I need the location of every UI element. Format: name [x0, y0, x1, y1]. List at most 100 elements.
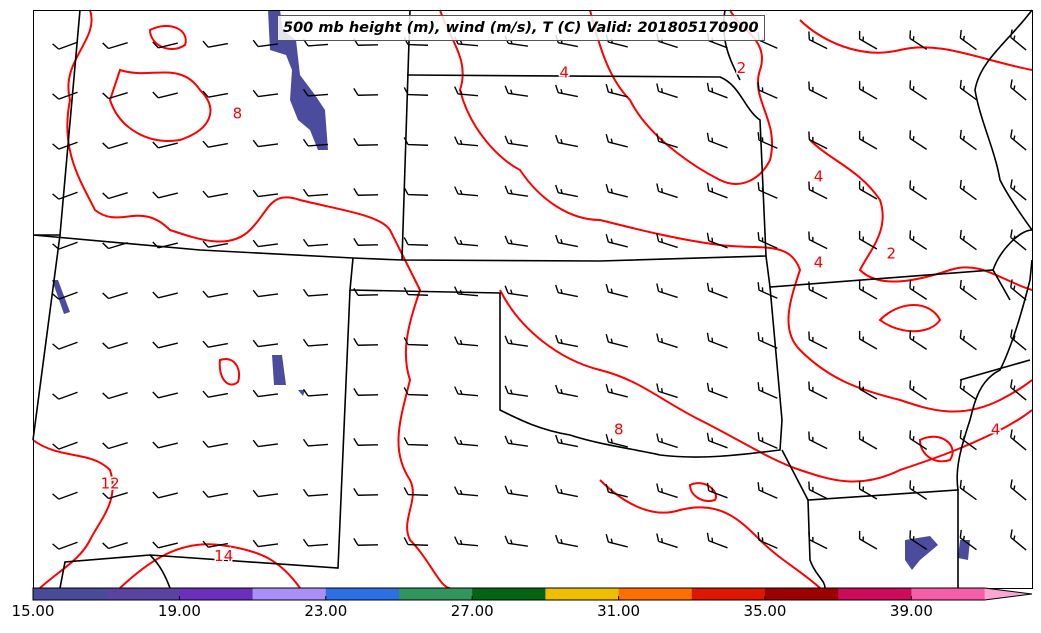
wind-barb [403, 287, 429, 296]
wind-barb [504, 535, 529, 547]
wind-barb [909, 230, 928, 250]
contour-label: 4 [814, 168, 824, 186]
wind-barb [202, 140, 228, 148]
colorbar-segment [911, 588, 986, 600]
wind-barb [808, 181, 828, 200]
wind-barb [656, 333, 678, 349]
wind-barb [555, 234, 578, 248]
wind-barb [605, 484, 628, 498]
wind-barb [858, 380, 878, 400]
wind-barb [959, 129, 977, 151]
wind-barb [302, 238, 329, 247]
wind-barb [858, 80, 878, 100]
colorbar-tick-label: 19.00 [157, 602, 201, 620]
wind-barb [858, 530, 878, 550]
wind-barb [909, 530, 928, 550]
wind-barb [959, 279, 977, 301]
wind-barb [1010, 79, 1027, 101]
wind-barb [656, 433, 678, 449]
wind-barb [52, 141, 78, 150]
wind-barb [909, 430, 928, 450]
wind-barb [302, 438, 329, 447]
wind-barb [555, 384, 578, 398]
wind-barb [202, 40, 228, 48]
wind-barb [757, 482, 778, 499]
wind-barb [808, 31, 828, 50]
wind-barb [959, 479, 977, 501]
wind-barb [252, 239, 279, 248]
wind-barb [252, 439, 279, 448]
wind-barb [102, 542, 128, 550]
colorbar-extension [984, 588, 1032, 600]
wind-barb [252, 389, 279, 398]
wind-barb [656, 533, 678, 549]
colorbar [32, 587, 1033, 601]
wind-barb [302, 538, 329, 547]
colorbar-segment [252, 588, 327, 600]
colorbar-tick-label: 31.00 [597, 602, 641, 620]
wind-barb [1010, 479, 1027, 501]
wind-barb [909, 130, 928, 150]
wind-barb [1010, 279, 1027, 301]
wind-barb [757, 182, 778, 199]
wind-barb [252, 39, 279, 48]
wind-barb [959, 29, 977, 51]
wind-barb [302, 488, 329, 497]
wind-barb [706, 532, 728, 549]
wind-barb [1010, 129, 1027, 151]
wind-barb [102, 492, 128, 500]
wind-barb [252, 89, 279, 98]
colorbar-segment [106, 588, 180, 600]
wind-barb [706, 282, 728, 299]
wind-barb [909, 480, 928, 500]
wind-barb [808, 431, 828, 450]
wind-barb [202, 440, 228, 448]
wind-barb [757, 132, 778, 149]
colorbar-tick-label: 39.00 [889, 602, 933, 620]
wind-barb [909, 330, 928, 350]
wind-barb [454, 536, 479, 547]
wind-barb [605, 134, 628, 148]
wind-barb [252, 539, 279, 548]
contour-labels: 4 2 8 4 4 2 8 4 12 14 [99, 58, 1002, 567]
wind-barb [858, 230, 878, 250]
wind-barb [152, 141, 178, 149]
wind-barb [403, 237, 429, 246]
wind-barb [52, 191, 78, 200]
wind-barb [52, 241, 78, 250]
wind-barb [1010, 329, 1027, 351]
wind-barb [706, 482, 728, 499]
contour-label: 8 [233, 104, 243, 122]
wind-barb [454, 286, 479, 297]
wind-barb [102, 192, 128, 200]
wind-barb [656, 483, 678, 499]
wind-barb [202, 390, 228, 398]
wind-barb [403, 437, 429, 446]
wind-barb [403, 137, 429, 146]
wind-barb [656, 233, 678, 249]
wind-barb [808, 381, 828, 400]
wind-barb [102, 342, 128, 350]
wind-barb [656, 383, 678, 399]
wind-barb [202, 540, 228, 548]
wind-barb [1010, 379, 1027, 401]
wind-barb [808, 81, 828, 100]
wind-barb [555, 334, 578, 348]
wind-barb [959, 529, 977, 551]
wind-barb [52, 491, 78, 500]
wind-barb [403, 487, 429, 496]
colorbar-tick-label: 27.00 [450, 602, 494, 620]
wind-barb [757, 382, 778, 399]
wind-barb [605, 434, 628, 448]
temperature-contours [32, 9, 1033, 589]
wind-barb [504, 185, 529, 197]
wind-barb [403, 387, 429, 396]
wind-barb [504, 435, 529, 447]
wind-barb [808, 331, 828, 350]
wind-barb [52, 291, 78, 300]
wind-barb [858, 480, 878, 500]
wind-barb [152, 241, 178, 249]
contour-label: 12 [101, 475, 120, 493]
colorbar-segment [765, 588, 839, 600]
